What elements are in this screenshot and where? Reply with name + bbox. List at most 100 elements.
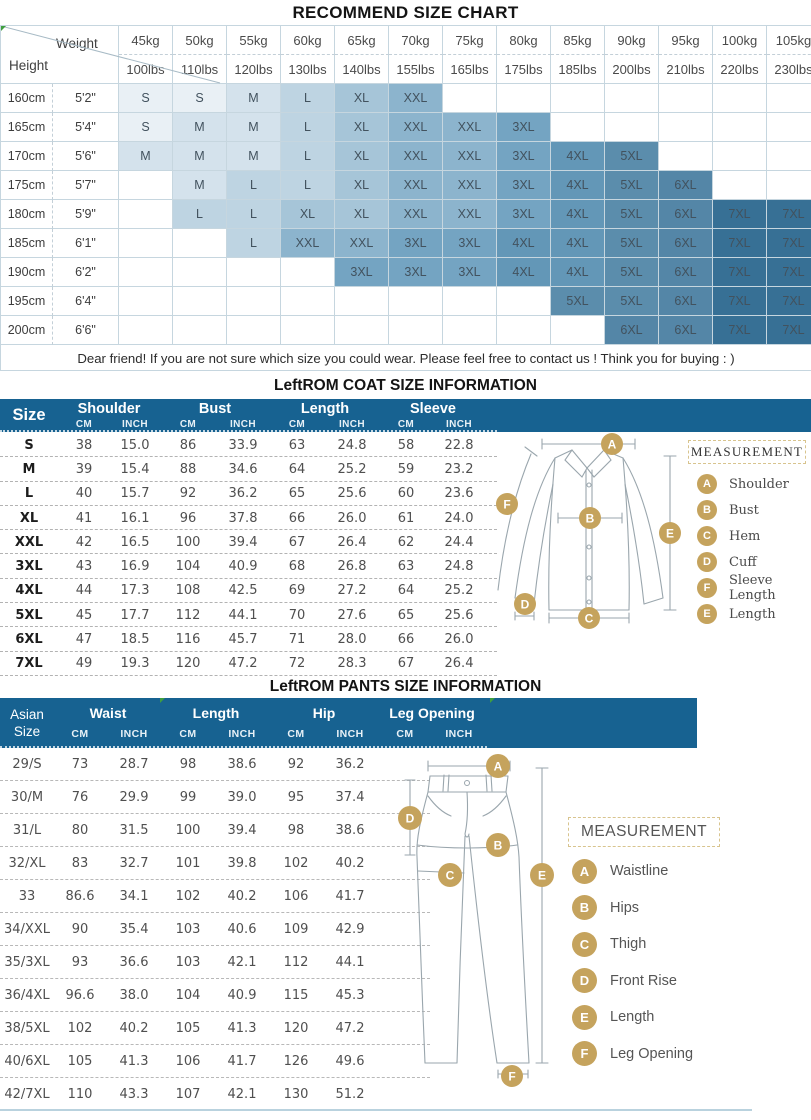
- size-cell: XXL: [281, 229, 335, 258]
- size-cell: 4XL: [551, 258, 605, 287]
- size-cell: XXL: [443, 113, 497, 142]
- legend-marker-a: A: [697, 474, 717, 494]
- size-cell: L: [173, 200, 227, 229]
- weight-lbs-cell: 120lbs: [227, 55, 281, 84]
- height-cm-cell: 160cm: [1, 84, 53, 113]
- pants-value-cell: 112: [283, 955, 309, 970]
- size-cell: 6XL: [659, 171, 713, 200]
- size-cell: [659, 84, 713, 113]
- coat-measurement-box: MEASUREMENT: [688, 440, 806, 464]
- pants-value-cell: 45.3: [335, 988, 365, 1003]
- coat-value-cell: 26.0: [444, 632, 474, 648]
- coat-value-cell: 59: [397, 461, 415, 477]
- coat-group-label: Shoulder: [77, 401, 141, 417]
- size-cell: 5XL: [551, 287, 605, 316]
- coat-value-cell: 120: [175, 656, 201, 672]
- coat-size-cell: 6XL: [15, 632, 43, 648]
- pants-legend-items: A Waistline B Hips C Thigh D Front Rise E Length F…: [572, 853, 693, 1072]
- weight-kg-cell: 100kg: [713, 26, 767, 55]
- coat-value-cell: 43: [75, 559, 93, 575]
- pants-value-cell: 40.6: [227, 922, 257, 937]
- coat-value-cell: 42.5: [228, 583, 258, 599]
- size-chart-row: 200cm 6'6" 6XL 6XL 7XL 7XL: [1, 316, 811, 345]
- coat-unit-inch: INCH: [229, 418, 257, 430]
- coat-value-cell: 17.7: [120, 607, 150, 623]
- size-cell: [389, 287, 443, 316]
- size-cell: L: [281, 142, 335, 171]
- coat-value-cell: 62: [397, 534, 415, 550]
- legend-item: E Length: [697, 601, 811, 627]
- size-cell: [713, 84, 767, 113]
- coat-row: 3XL 43 16.9 104 40.9 68 26.8 63 24.8: [0, 554, 497, 580]
- coat-value-cell: 44: [75, 583, 93, 599]
- height-ft-cell: 6'6": [53, 316, 119, 345]
- pants-size-cell: 30/M: [10, 790, 44, 805]
- size-cell: [767, 171, 811, 200]
- pants-size-column-header: Asian Size: [0, 698, 54, 748]
- pants-size-cell: 29/S: [12, 757, 42, 772]
- pants-value-cell: 130: [283, 1087, 309, 1102]
- coat-unit-cm: CM: [179, 418, 197, 430]
- pants-value-cell: 43.3: [119, 1087, 149, 1102]
- size-cell: XL: [335, 84, 389, 113]
- size-cell: 4XL: [551, 229, 605, 258]
- coat-unit-cm: CM: [288, 418, 306, 430]
- pants-value-cell: 36.6: [119, 955, 149, 970]
- legend-label: Leg Opening: [610, 1045, 694, 1062]
- coat-unit-cm: CM: [75, 418, 93, 430]
- size-cell: [281, 287, 335, 316]
- pants-unit-inch: INCH: [336, 728, 364, 740]
- height-ft-cell: 6'2": [53, 258, 119, 287]
- size-cell: 5XL: [605, 200, 659, 229]
- size-cell: S: [119, 84, 173, 113]
- coat-value-cell: 24.4: [444, 534, 474, 550]
- marker-bust: B: [579, 507, 601, 529]
- size-cell: 4XL: [551, 171, 605, 200]
- svg-text:A: A: [608, 438, 617, 452]
- coat-value-cell: 40: [75, 486, 93, 502]
- pants-value-cell: 40.2: [119, 1021, 149, 1036]
- weight-kg-cell: 60kg: [281, 26, 335, 55]
- pants-value-cell: 115: [283, 988, 309, 1003]
- height-ft-cell: 5'9": [53, 200, 119, 229]
- coat-value-cell: 34.6: [228, 461, 258, 477]
- coat-value-cell: 25.2: [444, 583, 474, 599]
- size-cell: [767, 113, 811, 142]
- coat-unit-inch: INCH: [338, 418, 366, 430]
- legend-label: Front Rise: [610, 972, 677, 989]
- size-cell: [119, 258, 173, 287]
- coat-value-cell: 71: [288, 632, 306, 648]
- pants-size-cell: 35/3XL: [4, 955, 50, 970]
- size-chart-row: 165cm 5'4" S M M L XL XXL XXL 3XL: [1, 113, 811, 142]
- size-cell: 4XL: [497, 229, 551, 258]
- size-cell: 3XL: [389, 229, 443, 258]
- coat-value-cell: 66: [288, 510, 306, 526]
- artifact-green-triangle: [1, 26, 6, 31]
- size-cell: [659, 142, 713, 171]
- coat-value-cell: 26.8: [337, 559, 367, 575]
- pants-value-cell: 101: [175, 856, 201, 871]
- coat-value-cell: 15.7: [120, 486, 150, 502]
- pants-value-cell: 100: [175, 823, 201, 838]
- coat-value-cell: 64: [288, 461, 306, 477]
- size-cell: 7XL: [767, 200, 811, 229]
- size-cell: XXL: [443, 142, 497, 171]
- pants-units: CM INCH CM INCH CM INCH CM INCH: [54, 727, 486, 741]
- pants-value-cell: 105: [175, 1021, 201, 1036]
- weight-kg-cell: 95kg: [659, 26, 713, 55]
- coat-title: LeftROM COAT SIZE INFORMATION: [274, 377, 537, 394]
- pants-row: 30/M 76 29.9 99 39.0 95 37.4: [0, 781, 486, 814]
- legend-marker-d: D: [572, 968, 597, 994]
- pants-value-cell: 39.8: [227, 856, 257, 871]
- coat-size-cell: 3XL: [15, 559, 43, 575]
- height-cm-cell: 165cm: [1, 113, 53, 142]
- size-cell: 7XL: [713, 229, 767, 258]
- size-chart-note: Dear friend! If you are not sure which s…: [77, 350, 735, 366]
- coat-value-cell: 45: [75, 607, 93, 623]
- size-cell: 7XL: [767, 287, 811, 316]
- size-cell: XXL: [389, 84, 443, 113]
- size-chart-row: 175cm 5'7" M L L XL XXL XXL 3XL 4XL 5XL 6XL: [1, 171, 811, 200]
- legend-marker-c: C: [697, 526, 717, 546]
- table-bottom-edge: [0, 1109, 752, 1111]
- size-cell: [713, 113, 767, 142]
